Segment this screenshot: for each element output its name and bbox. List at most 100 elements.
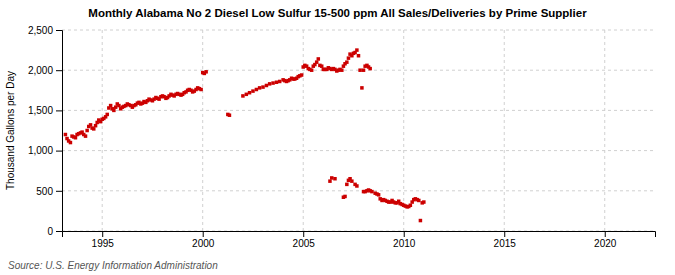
point <box>94 124 98 128</box>
point <box>343 195 347 199</box>
point <box>261 85 265 89</box>
x-tick: 2005 <box>293 231 316 249</box>
x-tick: 2015 <box>494 231 517 249</box>
point <box>74 136 78 140</box>
y-grid-line <box>62 30 655 31</box>
y-grid-line <box>62 190 655 191</box>
x-tick-mark <box>203 231 204 237</box>
point <box>112 109 116 113</box>
point <box>360 86 364 90</box>
point <box>419 219 423 223</box>
point <box>278 80 282 84</box>
point <box>315 60 319 64</box>
point <box>417 199 421 203</box>
point <box>340 68 344 72</box>
x-grid-line <box>604 30 605 231</box>
point <box>362 68 366 72</box>
y-tick: 2,000 <box>28 65 62 76</box>
annotation: Source: U.S. Energy Information Administ… <box>8 260 218 271</box>
y-tick-label: 500 <box>36 186 53 197</box>
y-tick: 0 <box>47 226 62 237</box>
point <box>357 54 361 58</box>
x-grid-line <box>303 30 304 231</box>
point <box>368 67 372 71</box>
x-tick-label: 2015 <box>494 238 517 249</box>
point <box>355 184 359 188</box>
x-tick: 2000 <box>192 231 215 249</box>
y-tick: 500 <box>36 186 62 197</box>
y-tick-label: 2,500 <box>28 25 53 36</box>
y-grid-line <box>62 110 655 111</box>
y-tick-label: 1,000 <box>28 145 53 156</box>
point <box>204 70 208 74</box>
point <box>330 176 334 180</box>
point <box>245 93 249 97</box>
x-tick-mark <box>504 231 505 237</box>
point <box>370 190 374 194</box>
x-grid-line <box>102 30 103 231</box>
point <box>300 73 304 77</box>
point <box>271 81 275 85</box>
point <box>241 94 245 98</box>
y-tick: 1,000 <box>28 145 62 156</box>
point <box>328 179 332 183</box>
point <box>64 133 68 137</box>
point <box>268 82 272 86</box>
x-tick-label: 2000 <box>192 238 215 249</box>
point <box>347 56 351 60</box>
point <box>345 183 349 187</box>
y-axis-line <box>56 31 63 232</box>
point <box>355 48 359 52</box>
title: Monthly Alabama No 2 Diesel Low Sulfur 1… <box>88 7 587 19</box>
points <box>64 48 426 222</box>
y-tick-label: 0 <box>47 226 53 237</box>
x-axis-line <box>63 232 656 238</box>
y-tick: 2,500 <box>28 25 62 36</box>
y-axis: 0 500 1,000 1,500 2,000 2,500 <box>28 25 63 237</box>
point <box>320 64 324 68</box>
x-grid-line <box>202 30 203 231</box>
point <box>422 200 426 204</box>
point <box>199 88 203 92</box>
point <box>69 141 73 145</box>
x-tick-label: 2005 <box>293 238 316 249</box>
x-tick: 2020 <box>594 231 617 249</box>
series <box>64 48 372 144</box>
y-tick-mark <box>56 191 62 192</box>
y-tick: 1,500 <box>28 105 62 116</box>
y-axis-title: Thousand Gallons per Day <box>5 71 16 190</box>
point <box>105 113 109 117</box>
grid <box>62 30 655 231</box>
y-tick-label: 1,500 <box>28 105 53 116</box>
point <box>89 123 93 127</box>
point <box>265 84 269 88</box>
y-tick-mark <box>56 30 62 31</box>
point <box>333 177 337 181</box>
point <box>251 89 255 93</box>
point <box>117 104 121 108</box>
point <box>275 81 279 85</box>
y-tick-mark <box>56 231 62 232</box>
y-grid-line <box>62 150 655 151</box>
point <box>310 68 314 72</box>
point <box>248 91 252 95</box>
point <box>255 88 259 92</box>
x-grid-line <box>403 30 404 231</box>
x-grid-line <box>504 30 505 231</box>
x-tick-mark <box>102 231 103 237</box>
point <box>92 127 96 131</box>
point <box>258 86 262 90</box>
point <box>317 57 321 61</box>
x-tick-label: 2010 <box>393 238 416 249</box>
chart: 1995 2000 2005 2010 2015 2020 0 500 1,000 1,500 2,… <box>0 0 675 275</box>
x-tick-mark <box>404 231 405 237</box>
point <box>84 134 88 138</box>
x-tick-label: 1995 <box>92 238 115 249</box>
x-tick: 2010 <box>393 231 416 249</box>
x-tick-label: 2020 <box>594 238 617 249</box>
point <box>114 105 118 109</box>
point <box>350 179 354 183</box>
point <box>109 104 113 108</box>
series <box>328 176 425 222</box>
y-tick-mark <box>56 151 62 152</box>
